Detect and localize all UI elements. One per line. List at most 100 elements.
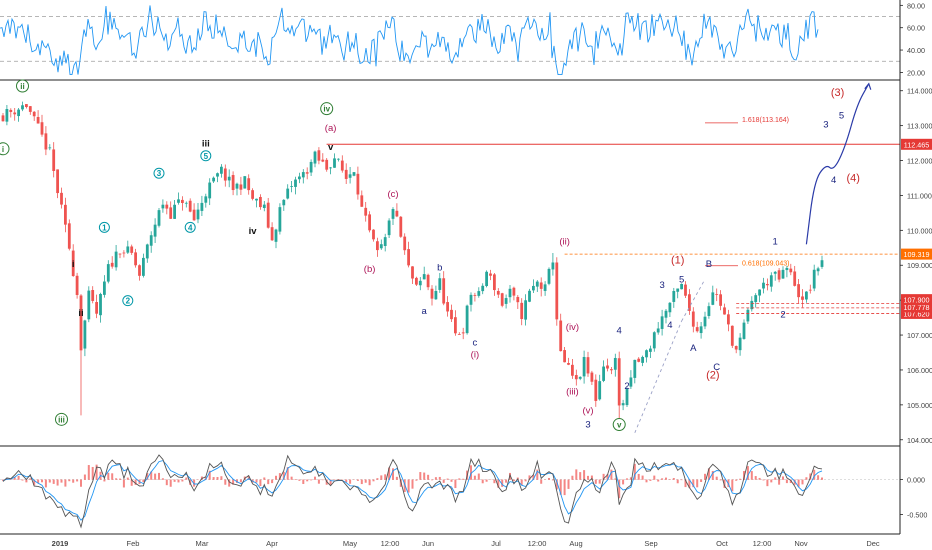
candle-body	[664, 310, 668, 318]
candle-body	[216, 173, 219, 177]
macd-hist-bar	[111, 473, 114, 480]
candle-body	[730, 325, 734, 346]
candle-body	[676, 288, 680, 292]
time-tick-label: Aug	[569, 539, 582, 548]
macd-hist-bar	[684, 479, 687, 488]
wave-label: 5	[679, 275, 684, 286]
wave-circle	[612, 418, 626, 432]
macd-hist-bar	[165, 479, 168, 486]
time-tick-label: Jul	[491, 539, 501, 548]
candle-body	[177, 199, 180, 203]
macd-hist-bar	[770, 479, 773, 483]
candle-body	[481, 285, 485, 292]
candle-body	[571, 364, 574, 376]
macd-hist-bar	[754, 476, 757, 480]
candle-body	[360, 195, 364, 207]
candle-body	[602, 366, 605, 381]
candle-body	[352, 172, 356, 176]
time-tick-label: Mar	[196, 539, 209, 548]
macd-hist-bar	[548, 477, 550, 480]
candle-body	[28, 106, 32, 112]
wave-label: (ii)	[559, 236, 570, 247]
macd-hist-bar	[731, 479, 734, 492]
macd-hist-bar	[575, 469, 578, 480]
candle-body	[9, 109, 13, 113]
macd-hist-bar	[637, 473, 640, 480]
macd-hist-bar	[286, 467, 289, 480]
macd-hist-bar	[758, 477, 761, 480]
macd-hist-bar	[380, 475, 383, 480]
candle-body	[805, 291, 808, 300]
candle-body	[305, 172, 309, 174]
candle-body	[48, 147, 52, 149]
macd-hist-bar	[290, 476, 293, 480]
macd-hist-bar	[789, 479, 792, 483]
macd-hist-bar	[762, 479, 765, 481]
macd-hist-bar	[247, 476, 250, 480]
macd-hist-bar	[563, 479, 566, 496]
macd-hist-bar	[208, 470, 211, 480]
macd-hist-bar	[641, 475, 644, 480]
candle-body	[17, 109, 20, 117]
wave-label: iv	[249, 226, 258, 237]
macd-hist-bar	[267, 479, 270, 485]
candle-body	[106, 264, 110, 282]
candle-body	[220, 166, 223, 174]
time-tick-label: Dec	[866, 539, 880, 548]
macd-hist-bar	[294, 479, 297, 480]
time-tick-label: Feb	[127, 539, 140, 548]
macd-hist-bar	[653, 475, 656, 480]
candle-body	[368, 214, 371, 231]
candle-body	[235, 183, 239, 189]
candle-body	[110, 262, 114, 267]
candle-body	[79, 295, 83, 351]
macd-hist-bar	[668, 479, 671, 480]
macd-hist-bar	[657, 479, 660, 482]
candle-body	[789, 268, 793, 273]
candle-body	[383, 237, 387, 247]
time-tick-label: Jun	[422, 539, 434, 548]
macd-hist-bar	[462, 478, 465, 480]
macd-hist-bar	[169, 479, 172, 487]
macd-hist-bar	[477, 473, 480, 480]
candle-body	[313, 151, 317, 164]
macd-hist-bar	[536, 469, 539, 480]
wave-circle	[153, 167, 165, 179]
candle-body	[145, 244, 149, 259]
candle-body	[184, 202, 188, 204]
macd-hist-bar	[376, 478, 379, 480]
candle-body	[652, 332, 656, 349]
candle-body	[610, 369, 613, 371]
time-tick-label: 12:00	[753, 539, 772, 548]
candle-body	[504, 298, 508, 304]
candle-body	[75, 275, 79, 295]
macd-hist-bar	[161, 478, 164, 480]
macd-hist-bar	[665, 477, 667, 480]
candle-body	[321, 159, 325, 162]
candle-body	[578, 376, 582, 379]
price-panel: 1.618(113.164)0.618(109.043) iiiiiiivvii…	[0, 79, 900, 433]
candle-body	[356, 173, 360, 195]
candle-body	[469, 294, 473, 305]
candle-body	[454, 317, 457, 334]
candle-body	[130, 246, 134, 253]
macd-hist-bar	[122, 479, 125, 488]
macd-hist-bar	[688, 479, 691, 488]
candle-body	[379, 244, 383, 249]
candle-body	[247, 178, 251, 191]
time-tick-label: 12:00	[381, 539, 400, 548]
macd-hist-bar	[384, 474, 387, 480]
candle-body	[699, 326, 703, 334]
macd-hist-bar	[21, 479, 24, 481]
macd-hist-bar	[306, 479, 309, 482]
candle-body	[769, 275, 773, 287]
macd-hist-bar	[9, 479, 12, 480]
wave-label: v	[617, 421, 622, 430]
candle-body	[52, 149, 56, 171]
candle-body	[56, 169, 59, 194]
candle-body	[103, 281, 106, 295]
macd-hist-bar	[497, 479, 500, 488]
price-tick-label: 107.000	[907, 331, 932, 340]
